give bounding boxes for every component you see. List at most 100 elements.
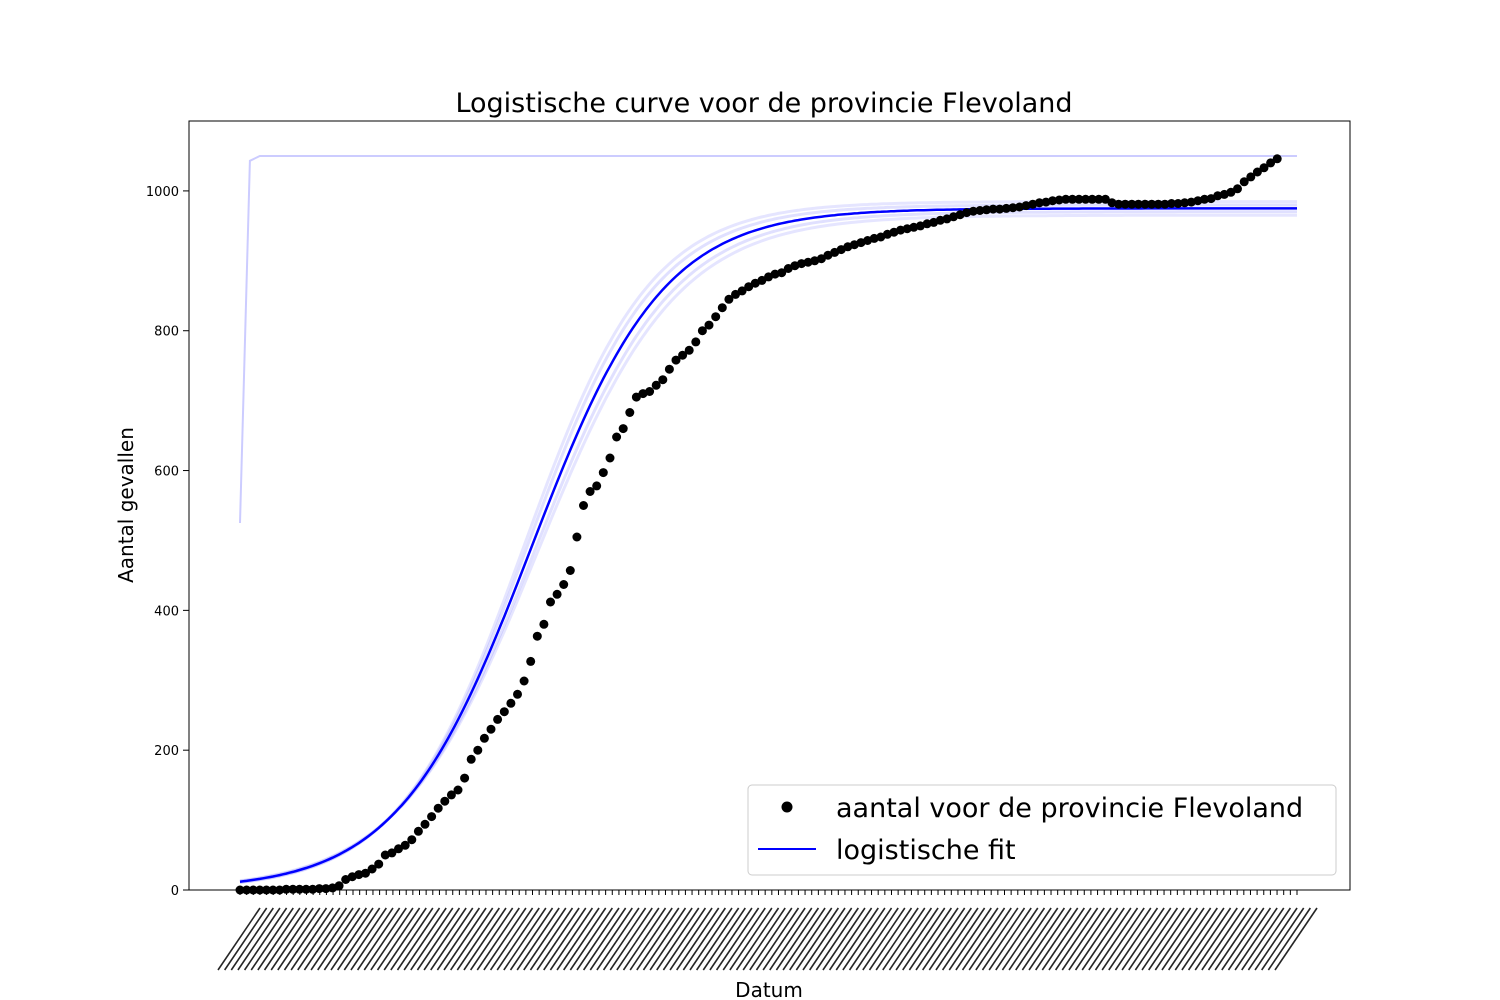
data-point [1266, 158, 1276, 168]
x-tick-label-glyphs [509, 907, 554, 971]
x-tick-label-glyphs [283, 907, 328, 971]
x-tick-label-glyphs [223, 907, 268, 971]
x-tick-label-glyphs [1074, 907, 1119, 971]
x-tick-label-glyphs [1094, 907, 1139, 971]
plot-frame [188, 120, 1351, 891]
x-tick-label-glyphs [1161, 907, 1205, 971]
data-point [1061, 194, 1071, 204]
data-point [717, 303, 727, 313]
x-tick-label-glyphs [1201, 907, 1245, 971]
data-point [1180, 198, 1190, 208]
x-tick-label-glyphs [582, 907, 627, 971]
data-point [387, 848, 397, 858]
data-point [1167, 199, 1176, 208]
x-tick-label-glyphs [602, 907, 647, 971]
x-tick-label-glyphs [762, 907, 806, 971]
x-tick-label-glyphs [563, 907, 607, 971]
y-axis-label: Aantal gevallen [114, 427, 138, 583]
data-point [506, 698, 516, 708]
x-tick-label-glyphs [755, 907, 800, 971]
x-tick-label-glyphs [848, 907, 893, 971]
x-tick-label-glyphs [629, 907, 673, 971]
data-point [453, 785, 463, 795]
x-tick-label-glyphs [323, 907, 368, 971]
data-point [645, 387, 655, 396]
x-tick-label-glyphs [609, 907, 653, 971]
data-point [301, 884, 311, 894]
legend: aantal voor de provincie Flevoland logis… [747, 784, 1337, 876]
data-point [1087, 194, 1097, 204]
x-tick-label-glyphs [689, 907, 733, 971]
x-tick-label-glyphs [596, 907, 640, 971]
data-point [532, 631, 542, 641]
data-point [1226, 187, 1236, 197]
data-point [579, 501, 588, 510]
data-point [1133, 199, 1143, 209]
x-tick-label-glyphs [350, 907, 394, 971]
x-tick-label-glyphs [1167, 907, 1212, 971]
data-point [420, 819, 430, 829]
x-tick-label-glyphs [795, 907, 840, 971]
y-axis-ticks: 0 200 400 600 800 1000 [146, 185, 189, 899]
data-point [995, 204, 1005, 214]
x-tick-label-glyphs [1274, 907, 1318, 971]
data-point [988, 204, 998, 214]
x-tick-label-glyphs [423, 907, 467, 971]
data-point [1173, 199, 1183, 208]
x-tick-label-glyphs [669, 907, 713, 971]
data-point [1054, 195, 1064, 205]
x-tick-label-glyphs [735, 907, 780, 971]
x-tick-label-glyphs [622, 907, 667, 971]
data-point [446, 790, 456, 800]
x-tick-label-glyphs [363, 907, 407, 971]
x-tick-label-glyphs [988, 907, 1032, 971]
data-point [565, 566, 575, 575]
x-tick-label-glyphs [822, 907, 866, 971]
data-point [1160, 199, 1170, 209]
data-point [374, 859, 384, 869]
data-point [460, 773, 470, 783]
x-tick-label-glyphs [403, 907, 447, 971]
data-point [281, 884, 291, 894]
data-point [539, 619, 549, 629]
data-point [678, 350, 688, 360]
x-tick-label-glyphs [1267, 907, 1312, 971]
y-tick-label: 200 [154, 744, 179, 759]
x-tick-label-glyphs [1048, 907, 1092, 971]
data-point [407, 835, 417, 845]
x-tick-label-glyphs [589, 907, 633, 971]
x-tick-label-glyphs [1088, 907, 1132, 971]
data-point [1114, 199, 1124, 209]
x-tick-label-glyphs [802, 907, 846, 971]
x-tick-label-glyphs [875, 907, 919, 971]
x-tick-label-glyphs [356, 907, 401, 971]
data-point [631, 392, 641, 402]
legend-label-fit: logistische fit [836, 835, 1016, 866]
data-point [618, 424, 628, 434]
data-point [1094, 194, 1104, 204]
x-tick-label-glyphs [888, 907, 933, 971]
x-tick-label-glyphs [303, 907, 348, 971]
x-tick-label-glyphs [715, 907, 760, 971]
data-point [625, 408, 635, 417]
x-tick-label-glyphs [682, 907, 727, 971]
x-tick-label-glyphs [1068, 907, 1112, 971]
data-point [691, 337, 701, 347]
x-tick-label-glyphs [230, 907, 274, 971]
x-tick-label-glyphs [529, 907, 574, 971]
x-tick-label-glyphs [941, 907, 986, 971]
x-tick-label-glyphs [370, 907, 414, 971]
x-tick-label-glyphs [842, 907, 886, 971]
data-point [598, 468, 608, 478]
x-tick-label-glyphs [523, 907, 567, 971]
x-tick-label-glyphs [1134, 907, 1179, 971]
data-point [1239, 177, 1249, 187]
x-tick-label-glyphs [503, 907, 547, 971]
x-tick-label-glyphs [709, 907, 753, 971]
x-tick-label-glyphs [1174, 907, 1218, 971]
data-point [1140, 199, 1150, 209]
data-point [658, 375, 668, 385]
data-point [664, 364, 674, 374]
x-tick-label-glyphs [496, 907, 540, 971]
